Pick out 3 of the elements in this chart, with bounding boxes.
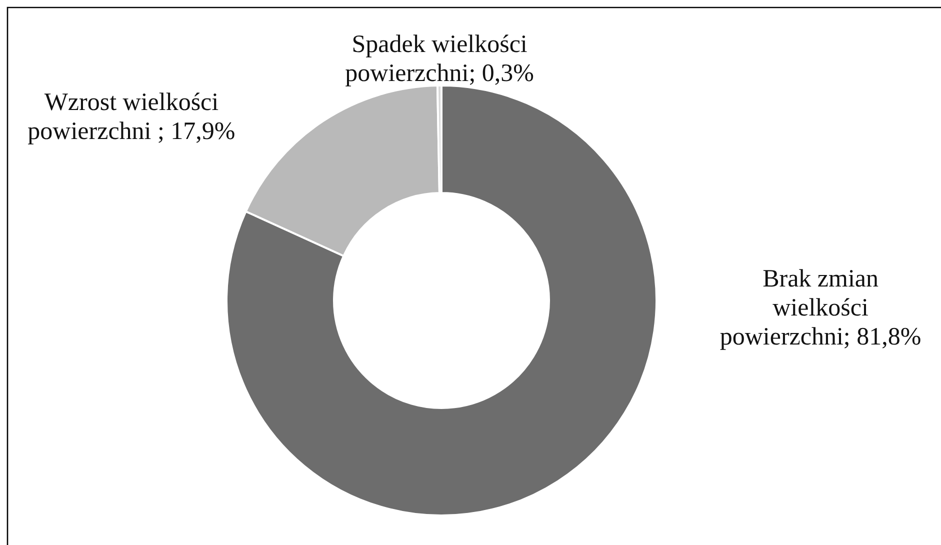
- slice-label: Spadek wielkości powierzchni; 0,3%: [345, 30, 534, 87]
- slice-label: Wzrost wielkości powierzchni ; 17,9%: [28, 88, 236, 145]
- slice-label: Brak zmian wielkości powierzchni; 81,8%: [720, 265, 922, 350]
